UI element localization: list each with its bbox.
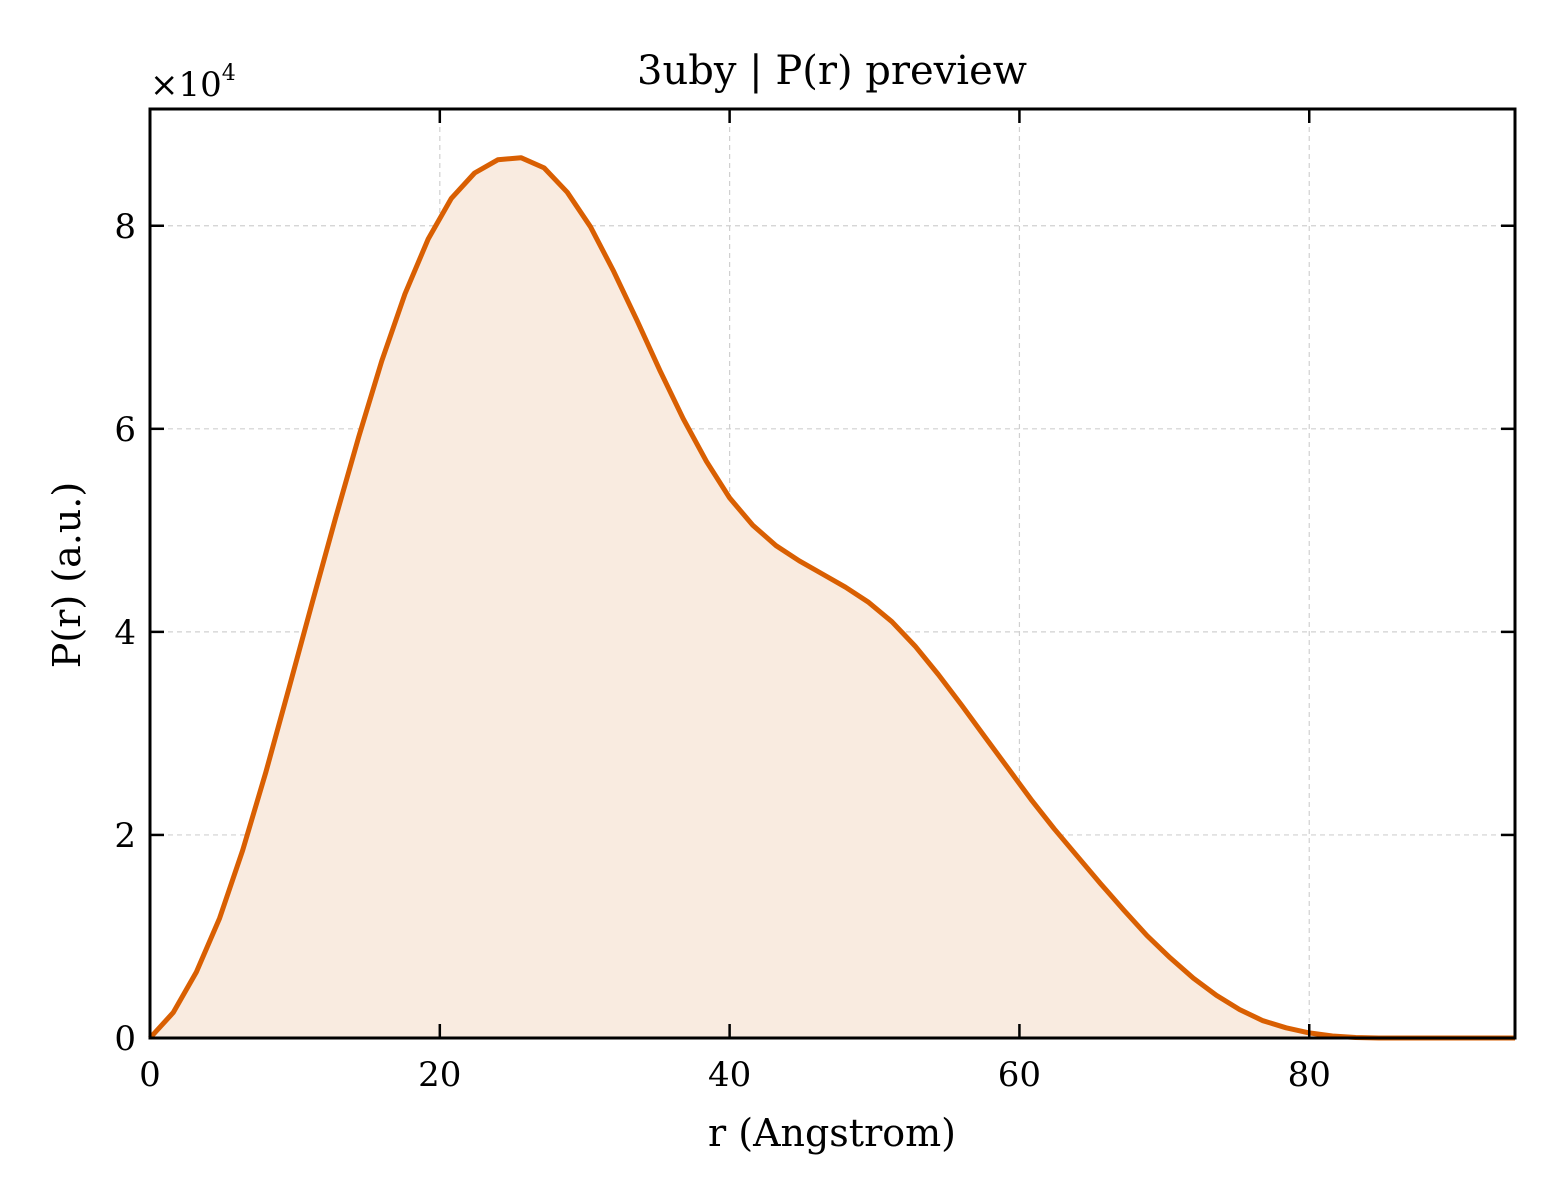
pr-area-fill <box>150 157 1515 1038</box>
y-tick-label: 4 <box>114 613 136 653</box>
x-tick-label: 80 <box>1288 1055 1331 1095</box>
multiplier-base: ×10 <box>150 65 222 105</box>
plot-frame <box>148 107 1517 1040</box>
y-tick-label: 2 <box>114 816 136 856</box>
x-axis-label: r (Angstrom) <box>708 1111 956 1155</box>
multiplier-exponent: 4 <box>222 61 236 86</box>
y-axis-label: P(r) (a.u.) <box>45 482 89 668</box>
chart-title: 3uby | P(r) preview <box>637 48 1027 94</box>
y-tick-label: 8 <box>114 207 136 247</box>
x-tick-label: 60 <box>998 1055 1041 1095</box>
y-tick-label: 0 <box>114 1019 136 1059</box>
y-tick-label: 6 <box>114 410 136 450</box>
x-tick-label: 0 <box>139 1055 161 1095</box>
pr-curve <box>148 155 1515 1041</box>
y-axis-multiplier: ×104 <box>150 61 236 105</box>
axis-ticks: 0 20 40 60 80 0 2 4 6 8 <box>114 109 1515 1095</box>
x-tick-label: 20 <box>418 1055 461 1095</box>
x-tick-label: 40 <box>708 1055 751 1095</box>
